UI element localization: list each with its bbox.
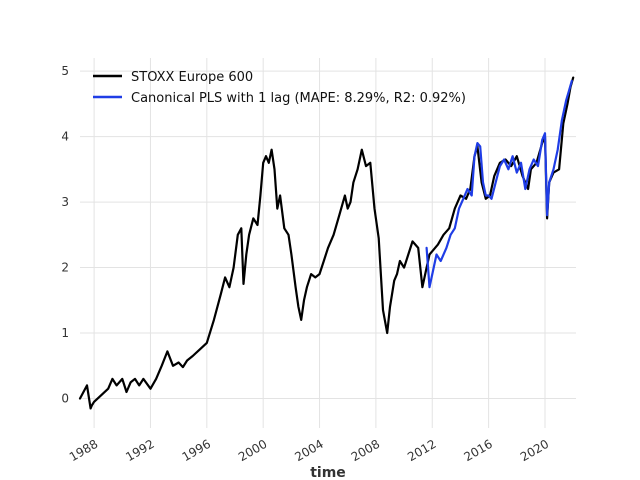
legend-label: Canonical PLS with 1 lag (MAPE: 8.29%, R…: [131, 91, 466, 106]
y-tick-label: 3: [61, 195, 69, 209]
gridlines: [80, 58, 576, 428]
x-tick-label: 2012: [405, 437, 438, 464]
legend-label: STOXX Europe 600: [131, 70, 253, 85]
x-axis-ticks: 1988 1992 1996 2000 2004 2008 2012 2016 2020: [67, 437, 551, 464]
x-axis-label: time: [310, 465, 346, 480]
x-tick-label: 1988: [67, 437, 100, 464]
series-line-stoxx-europe-600: [78, 76, 575, 410]
y-tick-label: 1: [61, 326, 69, 340]
series-lines: [78, 76, 575, 410]
y-tick-label: 0: [61, 392, 69, 406]
x-tick-label: 1992: [123, 437, 156, 464]
y-tick-label: 2: [61, 261, 69, 275]
x-tick-label: 2004: [292, 437, 325, 464]
legend: STOXX Europe 600 Canonical PLS with 1 lag…: [93, 70, 466, 106]
y-tick-label: 5: [61, 64, 69, 78]
x-tick-label: 1996: [180, 437, 213, 464]
y-tick-label: 4: [61, 130, 69, 144]
x-tick-label: 2020: [518, 437, 551, 464]
series-line-canonical-pls: [425, 79, 573, 289]
x-tick-label: 2000: [236, 437, 269, 464]
x-tick-label: 2008: [349, 437, 382, 464]
y-axis-ticks: 0 1 2 3 4 5: [61, 64, 69, 405]
x-tick-label: 2016: [461, 437, 494, 464]
